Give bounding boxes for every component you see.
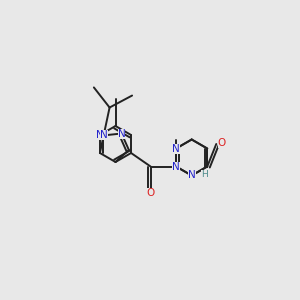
Text: N: N	[118, 128, 125, 139]
Text: N: N	[96, 130, 104, 140]
Text: N: N	[172, 143, 180, 154]
Text: H: H	[201, 169, 208, 178]
Text: N: N	[188, 170, 196, 181]
Text: N: N	[172, 161, 180, 172]
Text: O: O	[146, 188, 155, 198]
Text: N: N	[100, 130, 107, 140]
Text: O: O	[218, 137, 226, 148]
